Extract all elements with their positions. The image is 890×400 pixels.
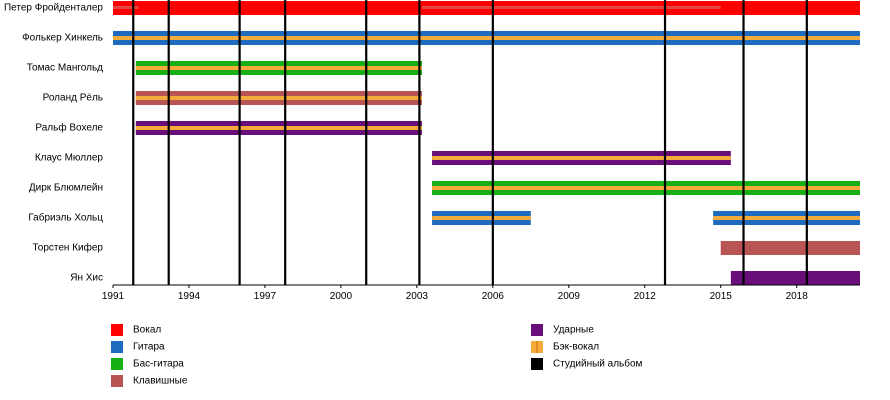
legend-swatch <box>111 341 123 353</box>
member-name: Дирк Блюмлейн <box>29 183 103 194</box>
x-axis-tick-label: 2009 <box>558 291 581 302</box>
x-axis-tick-label: 2003 <box>406 291 429 302</box>
member-name: Торстен Кифер <box>32 242 103 254</box>
legend-label: Студийный альбом <box>553 358 643 370</box>
member-name: Ян Хис <box>70 273 103 284</box>
backing-vocal-stripe <box>421 6 721 9</box>
x-axis-tick-label: 2012 <box>634 291 657 302</box>
member-name: Петер Фройденталер <box>4 3 103 14</box>
legend-swatch <box>111 358 123 370</box>
legend-label: Гитара <box>133 342 165 353</box>
legend-swatch <box>531 324 543 336</box>
backing-vocal-stripe <box>432 156 731 160</box>
backing-vocal-stripe <box>135 66 422 70</box>
legend-label: Бэк-вокал <box>553 342 599 353</box>
x-axis-tick-label: 2006 <box>482 291 505 302</box>
member-name: Ральф Вохеле <box>35 122 103 134</box>
x-axis-tick-label: 1991 <box>102 291 125 302</box>
x-axis-tick-label: 2000 <box>330 291 353 302</box>
legend-label: Ударные <box>553 325 594 336</box>
member-name: Томас Мангольд <box>27 63 103 74</box>
legend-label: Бас-гитара <box>133 359 184 370</box>
legend-label: Клавишные <box>133 376 188 387</box>
member-bar <box>730 271 860 285</box>
backing-vocal-stripe <box>135 96 422 100</box>
legend-swatch-stripe <box>536 341 538 353</box>
legend-swatch <box>531 358 543 370</box>
backing-vocal-stripe <box>135 126 422 130</box>
member-bar <box>720 241 860 255</box>
backing-vocal-stripe <box>113 6 139 9</box>
x-axis-tick-label: 2018 <box>786 291 809 302</box>
backing-vocal-stripe <box>432 186 860 190</box>
legend-label: Вокал <box>133 325 161 336</box>
member-name: Фолькер Хинкель <box>22 33 103 44</box>
legend-swatch <box>111 375 123 387</box>
x-axis-tick-label: 1997 <box>254 291 277 302</box>
backing-vocal-stripe <box>432 216 531 220</box>
x-axis-tick-label: 1994 <box>178 291 201 302</box>
legend-swatch <box>111 324 123 336</box>
member-name: Габриэль Хольц <box>28 212 103 224</box>
member-name: Роланд Рёль <box>43 93 103 104</box>
member-name: Клаус Мюллер <box>35 153 104 164</box>
x-axis-tick-label: 2015 <box>710 291 733 302</box>
backing-vocal-stripe <box>713 216 860 220</box>
backing-vocal-stripe <box>366 36 860 40</box>
